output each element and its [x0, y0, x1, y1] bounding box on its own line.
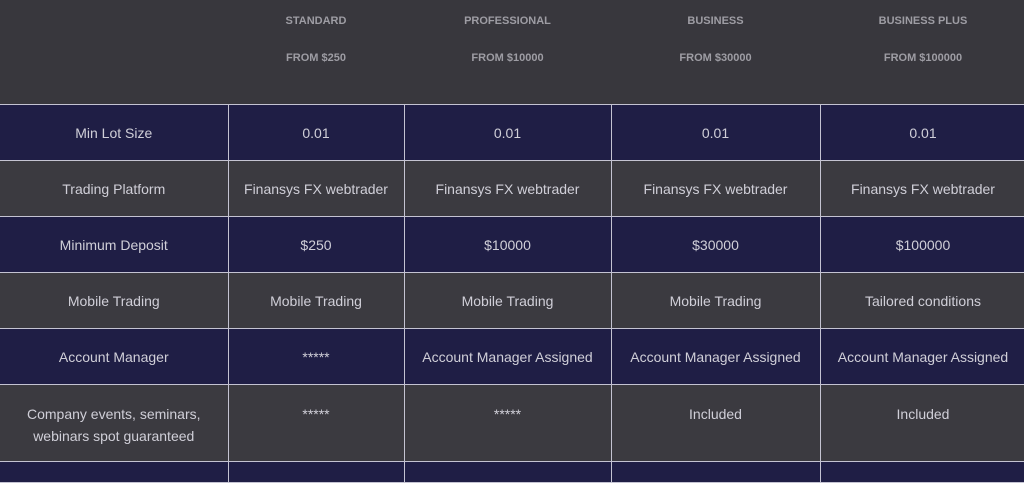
cell-value: Finansys FX webtrader	[610, 160, 821, 217]
comparison-table: Min Lot Size 0.01 0.01 0.01 0.01 Trading Plat…	[0, 104, 1024, 483]
cell-value: $100000	[819, 216, 1024, 273]
cell-value: Included	[819, 384, 1024, 462]
plan-name: STANDARD	[285, 15, 347, 27]
plan-name: BUSINESS PLUS	[878, 15, 968, 27]
row-label: Min Lot Size	[0, 104, 229, 161]
plan-name: BUSINESS	[687, 15, 744, 27]
cell-value: Finansys FX webtrader	[403, 160, 612, 217]
plans-header: STANDARD FROM $250 PROFESSIONAL FROM $10…	[0, 0, 1024, 104]
row-label: Account Manager	[0, 328, 229, 385]
cell-value: *****	[227, 328, 405, 385]
plan-name: PROFESSIONAL	[464, 15, 551, 27]
cell-value: Finansys FX webtrader	[227, 160, 405, 217]
cell-empty	[0, 461, 229, 483]
cell-empty	[819, 461, 1024, 483]
cell-value: Mobile Trading	[403, 272, 612, 329]
cell-value: *****	[227, 384, 405, 462]
table-row: Trading Platform Finansys FX webtrader Fin…	[0, 160, 1024, 217]
row-label: Minimum Deposit	[0, 216, 229, 273]
row-label: Mobile Trading	[0, 272, 229, 329]
plan-price: FROM $10000	[471, 52, 544, 64]
cell-value: 0.01	[819, 104, 1024, 161]
cell-value: $250	[227, 216, 405, 273]
plan-price: FROM $30000	[679, 52, 752, 64]
cell-empty	[610, 461, 821, 483]
table-row: Mobile Trading Mobile Trading Mobile Tradi…	[0, 272, 1024, 329]
cell-value: 0.01	[403, 104, 612, 161]
cell-empty	[403, 461, 612, 483]
cell-value: Account Manager Assigned	[403, 328, 612, 385]
cell-value: Mobile Trading	[227, 272, 405, 329]
plan-price: FROM $100000	[883, 52, 963, 64]
cell-value: Finansys FX webtrader	[819, 160, 1024, 217]
table-row: Minimum Deposit $250 $10000 $30000 $100000	[0, 216, 1024, 273]
plan-business-plus: BUSINESS PLUS FROM $100000	[820, 0, 1024, 104]
cell-value: Tailored conditions	[819, 272, 1024, 329]
cell-value: *****	[403, 384, 612, 462]
cell-value: Account Manager Assigned	[610, 328, 821, 385]
cell-value: 0.01	[227, 104, 405, 161]
table-row: Company events, seminars, webinars spot …	[0, 384, 1024, 462]
table-row	[0, 461, 1024, 483]
row-label: Company events, seminars, webinars spot …	[0, 384, 229, 462]
cell-value: 0.01	[610, 104, 821, 161]
plan-standard: STANDARD FROM $250	[228, 0, 404, 104]
row-label: Trading Platform	[0, 160, 229, 217]
plan-business: BUSINESS FROM $30000	[611, 0, 820, 104]
cell-value: Account Manager Assigned	[819, 328, 1024, 385]
plan-price: FROM $250	[286, 52, 346, 64]
cell-empty	[227, 461, 405, 483]
cell-value: $30000	[610, 216, 821, 273]
table-row: Account Manager ***** Account Manager Assi…	[0, 328, 1024, 385]
cell-value: Mobile Trading	[610, 272, 821, 329]
plan-professional: PROFESSIONAL FROM $10000	[404, 0, 611, 104]
cell-value: $10000	[403, 216, 612, 273]
cell-value: Included	[610, 384, 821, 462]
table-row: Min Lot Size 0.01 0.01 0.01 0.01	[0, 104, 1024, 161]
